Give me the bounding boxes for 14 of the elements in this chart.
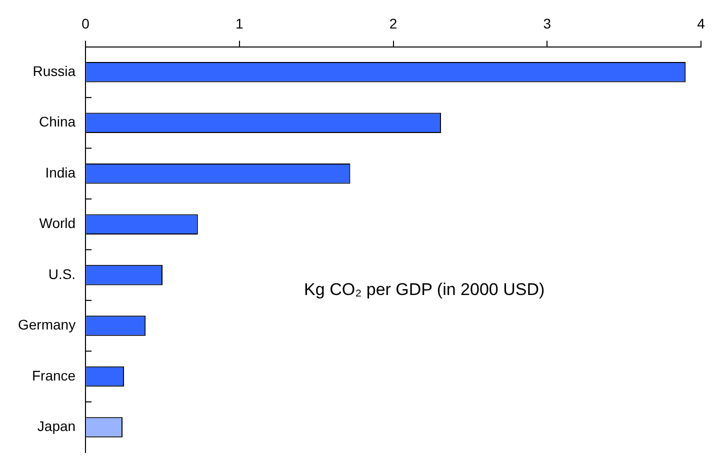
y-tick-label: India [45,164,76,180]
y-tick-label: Germany [18,316,76,333]
x-tick-label: 4 [697,15,706,32]
x-tick-label: 2 [389,15,398,32]
y-tick-label: U.S. [48,266,76,282]
y-tick-label: Russia [32,63,76,80]
y-tick-label: France [32,367,76,384]
x-tick-label: 1 [236,15,244,32]
y-tick-label: China [38,114,76,130]
annotation: Kg CO₂ per GDP (in 2000 USD) [304,280,545,299]
x-tick-label: 0 [82,15,90,32]
y-tick-label: World [39,215,76,232]
y-tick-label: Japan [37,418,76,434]
x-tick-label: 3 [543,15,552,32]
